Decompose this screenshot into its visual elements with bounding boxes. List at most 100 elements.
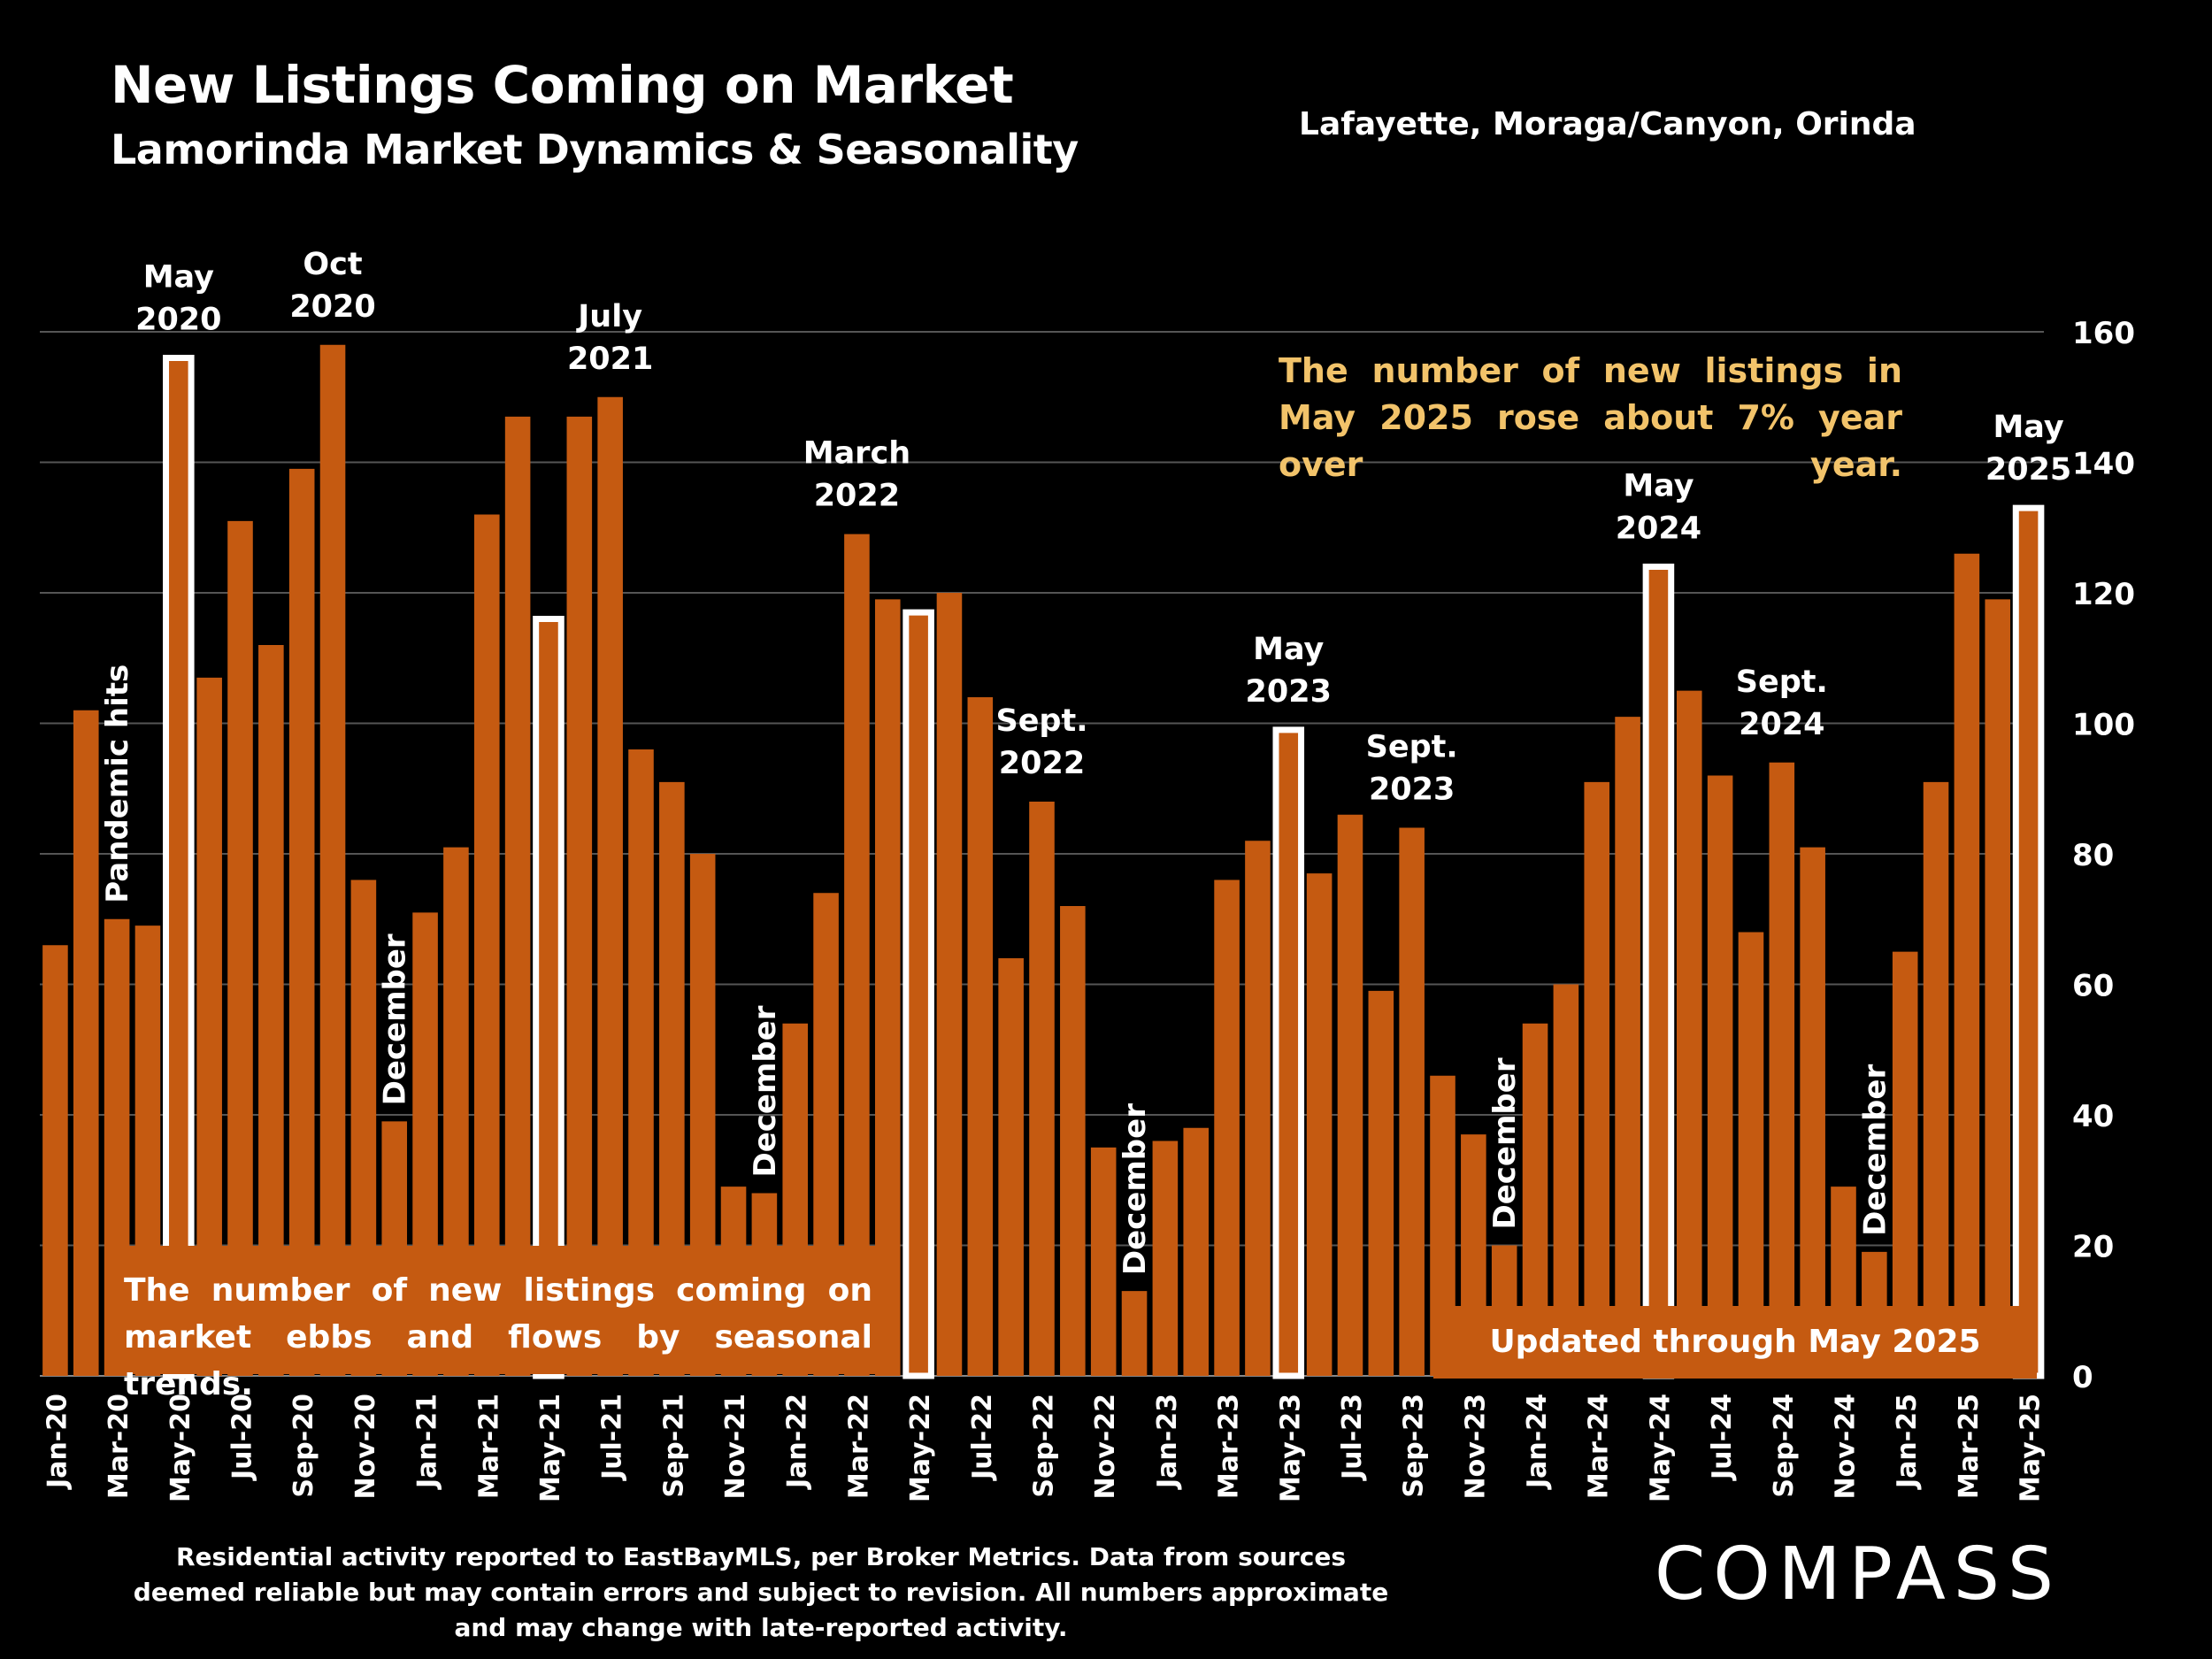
bar [504, 416, 531, 1376]
bar-annotation: 2024 [1739, 707, 1824, 742]
bar-annotation: May [1993, 410, 2063, 445]
bar [1954, 553, 1980, 1376]
x-tick-label: Nov-23 [1460, 1394, 1491, 1499]
x-tick-label: Sep-20 [288, 1394, 319, 1498]
compass-logo: COMPASS [1655, 1532, 2062, 1617]
bar [1738, 932, 1764, 1376]
bar [1060, 906, 1086, 1376]
bar-annotation: Oct [303, 247, 362, 282]
bar-annotation: May [1253, 632, 1324, 667]
bar-annotation: 2025 [1985, 452, 2071, 488]
x-tick-label: Mar-25 [1954, 1394, 1985, 1499]
chart-subtitle: Lamorinda Market Dynamics & Seasonality [111, 126, 1079, 173]
x-tick-label: Jul-24 [1707, 1394, 1738, 1481]
y-tick-label: 0 [2072, 1360, 2093, 1395]
bar [473, 514, 500, 1376]
x-tick-label: Jan-23 [1152, 1394, 1183, 1490]
x-tick-label: Jan-21 [412, 1394, 443, 1490]
bar [936, 593, 963, 1376]
y-tick-label: 40 [2072, 1099, 2114, 1134]
bar [1121, 1291, 1148, 1376]
bar-annotation: March [803, 436, 910, 472]
bar [1152, 1141, 1179, 1376]
y-tick-label: 20 [2072, 1230, 2114, 1265]
chart-title: New Listings Coming on Market [111, 55, 1014, 115]
bar-annotation: May [1623, 469, 1694, 504]
bar [844, 534, 870, 1376]
vertical-annotation: December [1857, 1064, 1893, 1236]
region-label: Lafayette, Moraga/Canyon, Orinda [1299, 106, 1916, 142]
x-tick-label: Mar-22 [843, 1394, 874, 1499]
bar-highlighted [2012, 504, 2045, 1379]
bar [1337, 814, 1363, 1376]
bar [1923, 781, 1949, 1376]
x-tick-label: Mar-24 [1584, 1394, 1615, 1499]
x-tick-label: Nov-24 [1831, 1394, 1862, 1499]
bar-annotation: Sept. [995, 703, 1087, 739]
y-tick-label: 80 [2072, 838, 2114, 873]
bar [319, 344, 346, 1376]
bar-annotation: July [576, 299, 642, 334]
bar-annotation: 2023 [1369, 772, 1455, 808]
bar [73, 710, 99, 1376]
x-tick-label: Nov-21 [720, 1394, 751, 1499]
bar [1029, 802, 1055, 1376]
x-tick-label: Jul-21 [597, 1394, 628, 1481]
x-tick-label: Jan-25 [1892, 1394, 1923, 1490]
y-tick-label: 160 [2072, 316, 2135, 351]
vertical-annotation: Pandemic hits [100, 664, 135, 903]
annotations: May 2020 Oct 2020 July 2021 March 2022 Sept. 2022… [135, 247, 2071, 808]
x-tick-label: Jan-22 [782, 1394, 813, 1490]
x-tick-label: May-20 [165, 1394, 196, 1502]
seasonality-callout: The number of new listings coming on mar… [104, 1246, 892, 1402]
bar-annotation: May [143, 260, 214, 296]
bar-highlighted [1272, 726, 1305, 1379]
y-axis-ticks: 0 20 40 60 80 100 120 140 160 [2072, 316, 2135, 1395]
bar-annotation: 2020 [135, 303, 221, 338]
bar [1800, 847, 1825, 1376]
y-tick-label: 120 [2072, 577, 2135, 612]
bar-annotation: Sept. [1366, 730, 1458, 765]
x-tick-label: Jan-20 [42, 1394, 73, 1490]
vertical-annotation: December [1487, 1057, 1523, 1229]
y-tick-label: 140 [2072, 447, 2135, 482]
x-tick-label: May-21 [535, 1394, 566, 1502]
x-tick-label: Jan-24 [1522, 1394, 1553, 1490]
bar-annotation: 2022 [814, 479, 900, 514]
bar-annotation: 2023 [1246, 674, 1332, 710]
bar [1985, 599, 2011, 1376]
bar [597, 396, 623, 1376]
bar-annotation: 2021 [567, 342, 653, 377]
bar [1090, 1147, 1117, 1376]
x-tick-label: May-23 [1275, 1394, 1306, 1502]
bar [1584, 781, 1610, 1376]
bar-highlighted [163, 355, 195, 1379]
vertical-annotation: December [748, 1005, 783, 1177]
bar-annotation: 2022 [999, 746, 1085, 781]
bar [1368, 990, 1394, 1376]
bar-annotation: Sept. [1736, 664, 1828, 700]
bar [1183, 1127, 1210, 1376]
bar-highlighted [1642, 564, 1675, 1379]
vertical-annotations: Pandemic hits December December December Dec… [100, 664, 1893, 1275]
x-tick-label: Mar-20 [104, 1394, 134, 1499]
x-tick-label: May-25 [2016, 1394, 2047, 1502]
bar [1615, 717, 1640, 1376]
bar [42, 945, 68, 1376]
bar [1892, 951, 1918, 1376]
x-tick-label: Mar-23 [1214, 1394, 1245, 1499]
x-tick-label: Nov-20 [350, 1394, 381, 1499]
source-footnote: Residential activity reported to EastBay… [133, 1542, 1389, 1642]
x-tick-label: Sep-23 [1399, 1394, 1430, 1498]
x-tick-label: Sep-21 [658, 1394, 689, 1498]
x-tick-label: Jul-20 [227, 1394, 258, 1481]
bar [1214, 879, 1240, 1376]
bar [1245, 841, 1271, 1376]
x-tick-label: Mar-21 [473, 1394, 504, 1499]
bar [998, 958, 1024, 1376]
y-tick-label: 60 [2072, 969, 2114, 1004]
vertical-annotation: December [1118, 1103, 1153, 1275]
bar [1769, 762, 1795, 1376]
x-tick-label: Jul-22 [967, 1394, 998, 1481]
bar [967, 697, 994, 1376]
